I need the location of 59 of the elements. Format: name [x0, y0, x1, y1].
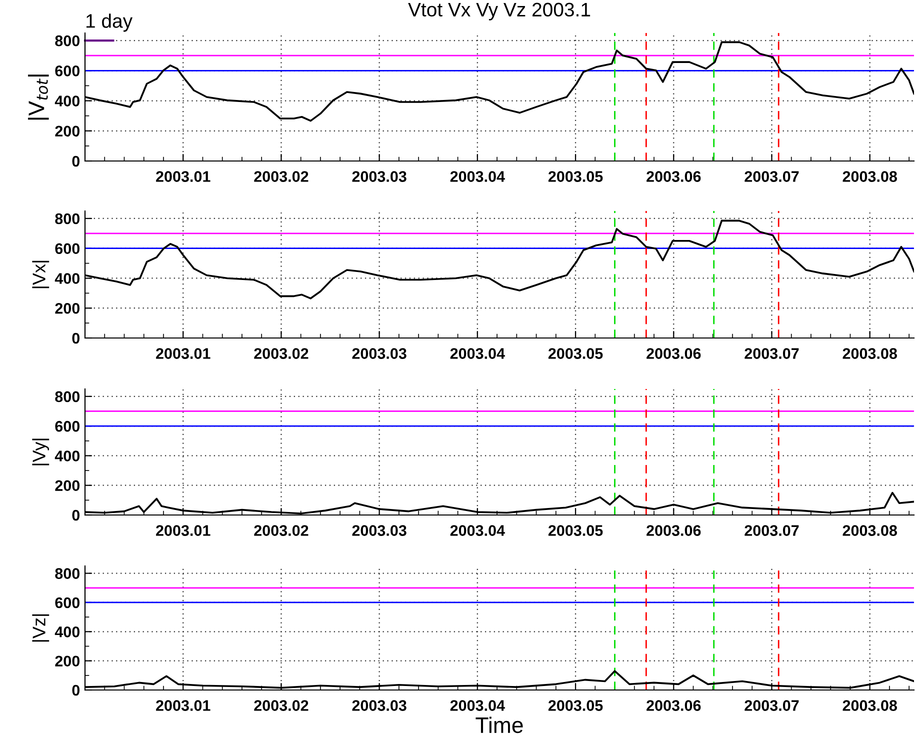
y-axis-title: |V$_{tot}$|	[28, 74, 49, 120]
x-tick-label: 2003.05	[548, 525, 603, 536]
text: 1 day	[86, 14, 133, 32]
y-tick-label: 600	[55, 597, 80, 608]
x-tick-label: 2003.03	[352, 348, 406, 359]
y-tick-label: 200	[55, 656, 80, 667]
y-tick-label: 800	[55, 568, 80, 579]
x-tick-label: 2003.08	[842, 700, 897, 711]
x-tick-label: 2003.01	[156, 700, 210, 711]
x-tick-label: 2003.06	[646, 171, 701, 182]
x-tick-label: 2003.06	[646, 348, 701, 359]
y-tick-label: 0	[72, 510, 80, 521]
x-tick-label: 2003.07	[744, 700, 799, 711]
x-tick-label: 2003.06	[646, 700, 701, 711]
y-tick-label: 0	[72, 684, 80, 696]
x-tick-label: 2003.06	[646, 525, 701, 536]
x-tick-label: 2003.04	[450, 700, 505, 711]
y-tick-label: 200	[55, 302, 80, 314]
x-tick-label: 2003.05	[548, 348, 603, 359]
x-tick-label: 2003.03	[352, 525, 406, 536]
x-tick-label: 2003.02	[254, 700, 308, 711]
x-tick-label: 2003.03	[352, 171, 406, 182]
y-tick-label: 0	[72, 156, 80, 167]
y-axis-title: |Vz|	[32, 614, 50, 642]
y-tick-label: 400	[54, 450, 80, 462]
y-tick-label: 800	[55, 35, 80, 46]
y-tick-label: 400	[54, 96, 80, 106]
y-tick-label: 600	[55, 66, 80, 76]
x-tick-label: 2003.08	[842, 171, 897, 182]
y-axis-title: |Vy|	[32, 438, 50, 466]
x-tick-label: 2003.07	[744, 171, 799, 182]
x-tick-label: 2003.01	[156, 525, 210, 536]
chart-title: Vtot Vx Vy Vz 2003.1	[408, 2, 590, 20]
y-tick-label: 400	[54, 273, 80, 284]
x-tick-label: 2003.05	[548, 700, 603, 711]
x-tick-label: 2003.04	[450, 525, 505, 536]
x-tick-label: 2003.05	[548, 171, 603, 182]
y-tick-label: 200	[55, 480, 80, 492]
y-tick-label: 600	[55, 243, 80, 254]
x-tick-label: 2003.04	[450, 171, 505, 182]
x-tick-label: 2003.01	[156, 348, 210, 359]
y-tick-label: 400	[54, 626, 80, 638]
x-tick-label: 2003.04	[450, 348, 505, 359]
x-tick-label: 2003.08	[842, 348, 897, 359]
x-axis-title: Time	[476, 716, 523, 734]
y-tick-label: 800	[55, 391, 80, 402]
x-tick-label: 2003.02	[254, 171, 308, 182]
y-tick-label: 800	[55, 213, 80, 224]
x-tick-label: 2003.01	[156, 171, 210, 182]
y-axis-title: |Vx|	[32, 260, 50, 288]
x-tick-label: 2003.03	[352, 700, 406, 711]
x-tick-label: 2003.07	[744, 348, 799, 359]
y-tick-label: 200	[55, 126, 80, 137]
y-tick-label: 600	[55, 420, 80, 432]
x-tick-label: 2003.08	[842, 525, 897, 536]
x-tick-label: 2003.02	[254, 525, 308, 536]
x-tick-label: 2003.02	[254, 348, 308, 359]
x-tick-label: 2003.07	[744, 525, 799, 536]
y-tick-label: 0	[72, 332, 80, 344]
